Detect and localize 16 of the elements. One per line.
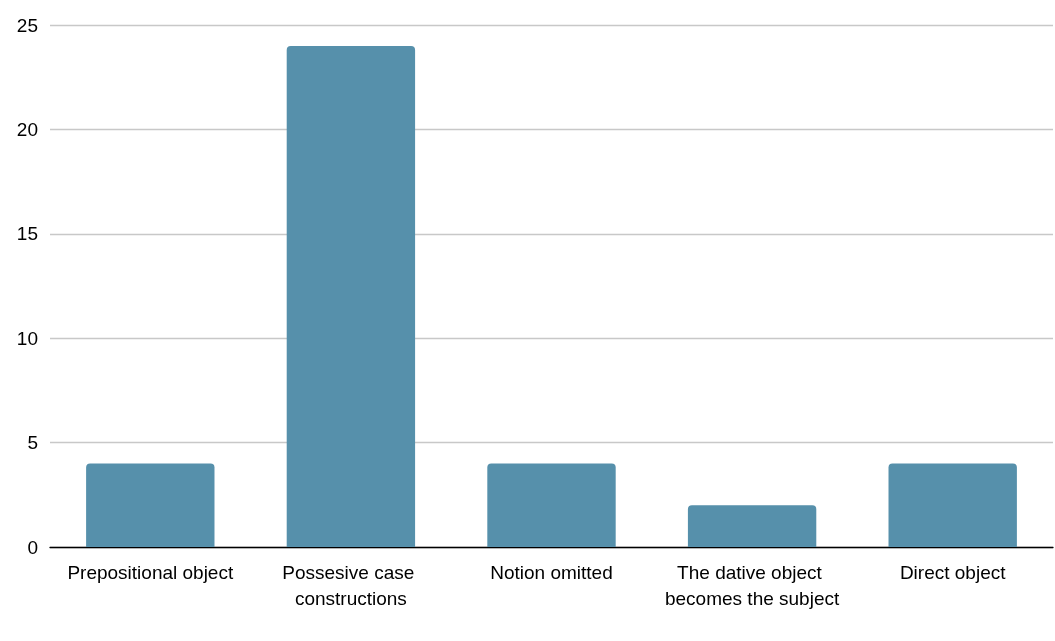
y-tick-label: 0 [27,536,38,558]
x-tick-label: Possesive case constructions [282,561,420,609]
x-tick-label: Direct object [899,561,1007,583]
y-tick-label: 15 [16,223,38,245]
y-tick-label: 5 [27,432,38,454]
bar [86,463,215,547]
y-tick-label: 20 [16,118,38,140]
x-tick-label: Prepositional object [67,561,234,583]
y-tick-label: 10 [16,327,38,349]
y-tick-label: 25 [16,14,38,36]
x-tick-label: Notion omitted [490,561,613,583]
bar [888,463,1017,547]
x-tick-label: The dative object becomes the subject [664,561,840,609]
bar [487,463,616,547]
bar [286,45,416,547]
bar [687,505,817,547]
